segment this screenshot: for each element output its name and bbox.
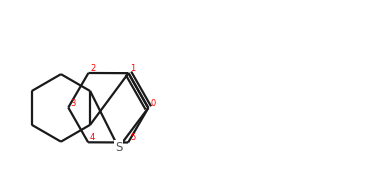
Text: 2: 2 — [90, 64, 96, 73]
Text: S: S — [115, 141, 122, 154]
Text: 3: 3 — [70, 98, 76, 108]
Text: 5: 5 — [130, 133, 135, 142]
Text: 1: 1 — [130, 64, 136, 73]
Text: 4: 4 — [90, 133, 95, 142]
Text: 0: 0 — [150, 99, 155, 108]
